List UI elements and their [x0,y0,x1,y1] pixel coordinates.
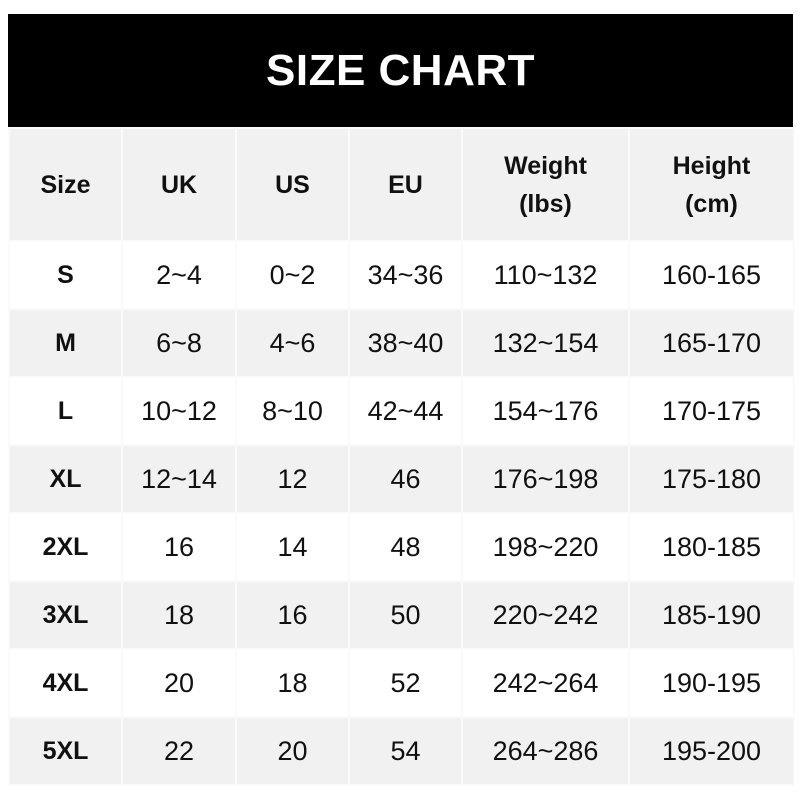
cell-uk: 22 [121,716,237,786]
cell-weight: 110~132 [461,240,630,310]
cell-eu: 52 [348,648,463,718]
table-row: XL 12~14 12 46 176~198 175-180 [8,444,795,514]
cell-weight: 220~242 [461,580,630,650]
table-row: 2XL 16 14 48 198~220 180-185 [8,512,795,582]
cell-size: L [8,376,123,446]
cell-weight: 176~198 [461,444,630,514]
column-header-text: (lbs) [519,189,572,218]
cell-eu: 50 [348,580,463,650]
table-row: L 10~12 8~10 42~44 154~176 170-175 [8,376,795,446]
cell-height: 175-180 [628,444,795,514]
cell-eu: 34~36 [348,240,463,310]
cell-eu: 42~44 [348,376,463,446]
cell-height: 195-200 [628,716,795,786]
cell-us: 8~10 [235,376,350,446]
column-header-height: Height (cm) [628,127,795,242]
cell-height: 165-170 [628,308,795,378]
cell-uk: 18 [121,580,237,650]
cell-us: 20 [235,716,350,786]
cell-height: 180-185 [628,512,795,582]
size-table: Size UK US EU Weight (lbs) Height (cm) S 2~4 0~2 3… [8,127,795,786]
cell-size: 2XL [8,512,123,582]
cell-eu: 38~40 [348,308,463,378]
cell-eu: 48 [348,512,463,582]
cell-weight: 154~176 [461,376,630,446]
column-header-weight: Weight (lbs) [461,127,630,242]
cell-size: S [8,240,123,310]
table-row: 5XL 22 20 54 264~286 195-200 [8,716,795,786]
cell-uk: 6~8 [121,308,237,378]
table-row: S 2~4 0~2 34~36 110~132 160-165 [8,240,795,310]
cell-uk: 20 [121,648,237,718]
cell-height: 190-195 [628,648,795,718]
cell-eu: 54 [348,716,463,786]
cell-height: 160-165 [628,240,795,310]
cell-uk: 16 [121,512,237,582]
cell-uk: 2~4 [121,240,237,310]
table-row: M 6~8 4~6 38~40 132~154 165-170 [8,308,795,378]
column-header-text: EU [388,170,423,199]
column-header-text: UK [160,170,198,199]
column-header-text: Height [672,151,751,180]
cell-us: 12 [235,444,350,514]
cell-size: M [8,308,123,378]
cell-size: 4XL [8,648,123,718]
cell-weight: 198~220 [461,512,630,582]
column-header-text: Size [40,170,91,199]
cell-us: 16 [235,580,350,650]
cell-weight: 242~264 [461,648,630,718]
table-row: 3XL 18 16 50 220~242 185-190 [8,580,795,650]
cell-height: 185-190 [628,580,795,650]
cell-size: XL [8,444,123,514]
column-header-size: Size [8,127,123,242]
cell-uk: 12~14 [121,444,237,514]
cell-us: 0~2 [235,240,350,310]
header-row: Size UK US EU Weight (lbs) Height (cm) [8,127,795,242]
cell-us: 14 [235,512,350,582]
cell-weight: 132~154 [461,308,630,378]
column-header-text: (cm) [685,189,738,218]
cell-us: 4~6 [235,308,350,378]
column-header-us: US [235,127,350,242]
cell-weight: 264~286 [461,716,630,786]
chart-title: SIZE CHART [8,14,793,127]
column-header-text: US [275,170,310,199]
table-row: 4XL 20 18 52 242~264 190-195 [8,648,795,718]
cell-uk: 10~12 [121,376,237,446]
column-header-eu: EU [348,127,463,242]
cell-eu: 46 [348,444,463,514]
cell-size: 5XL [8,716,123,786]
cell-us: 18 [235,648,350,718]
size-chart: SIZE CHART Size UK US EU Weight (lbs) Height (c… [8,14,795,786]
column-header-uk: UK [121,127,237,242]
column-header-text: Weight [504,151,587,180]
cell-height: 170-175 [628,376,795,446]
cell-size: 3XL [8,580,123,650]
